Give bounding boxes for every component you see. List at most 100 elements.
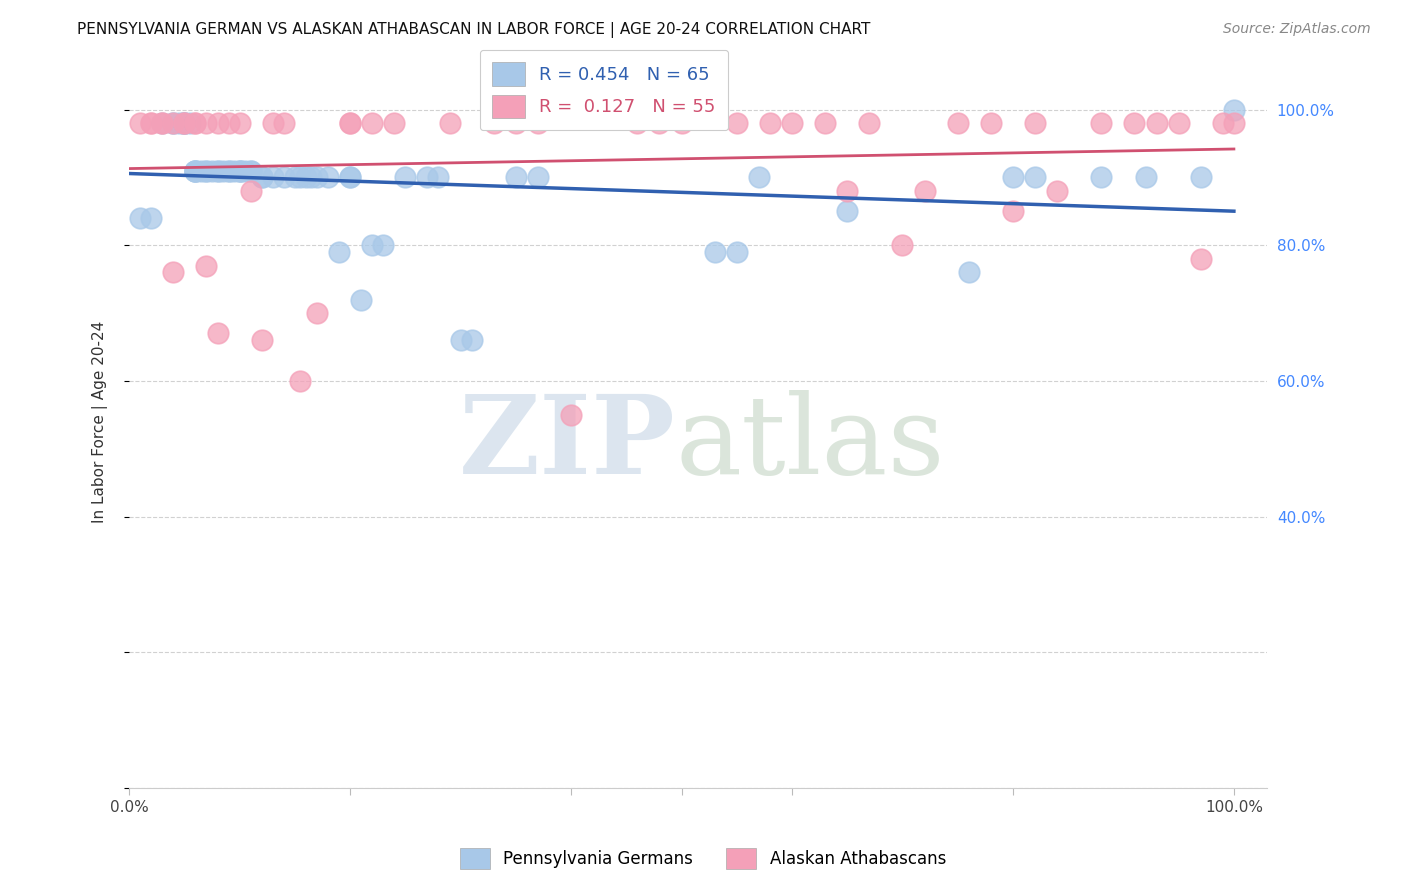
Point: [250, 333, 273, 347]
Point: [957, 265, 980, 279]
Point: [184, 116, 207, 130]
Point: [1123, 116, 1146, 130]
Point: [837, 184, 859, 198]
Point: [339, 116, 361, 130]
Point: [173, 116, 195, 130]
Point: [439, 116, 461, 130]
Point: [316, 170, 339, 185]
Point: [361, 238, 384, 252]
Point: [301, 170, 323, 185]
Point: [382, 116, 405, 130]
Point: [703, 245, 725, 260]
Point: [201, 163, 224, 178]
Point: [162, 116, 184, 130]
Point: [184, 163, 207, 178]
Point: [394, 170, 416, 185]
Point: [218, 116, 240, 130]
Legend: R = 0.454   N = 65, R =  0.127   N = 55: R = 0.454 N = 65, R = 0.127 N = 55: [479, 50, 728, 130]
Text: ZIP: ZIP: [458, 390, 675, 497]
Point: [284, 170, 307, 185]
Point: [273, 116, 295, 130]
Point: [1001, 170, 1024, 185]
Point: [759, 116, 782, 130]
Point: [1223, 103, 1246, 117]
Point: [167, 116, 190, 130]
Point: [184, 163, 207, 178]
Point: [560, 408, 582, 422]
Point: [814, 116, 837, 130]
Point: [725, 245, 748, 260]
Point: [173, 116, 195, 130]
Point: [239, 163, 262, 178]
Text: PENNSYLVANIA GERMAN VS ALASKAN ATHABASCAN IN LABOR FORCE | AGE 20-24 CORRELATION: PENNSYLVANIA GERMAN VS ALASKAN ATHABASCA…: [77, 22, 870, 38]
Point: [179, 116, 201, 130]
Point: [305, 170, 328, 185]
Y-axis label: In Labor Force | Age 20-24: In Labor Force | Age 20-24: [93, 320, 108, 523]
Point: [361, 116, 384, 130]
Point: [141, 116, 163, 130]
Point: [626, 116, 648, 130]
Point: [837, 204, 859, 219]
Point: [748, 170, 770, 185]
Point: [239, 184, 262, 198]
Point: [290, 170, 312, 185]
Point: [162, 116, 184, 130]
Point: [450, 333, 472, 347]
Point: [1146, 116, 1168, 130]
Point: [1024, 116, 1046, 130]
Point: [505, 170, 527, 185]
Point: [671, 116, 693, 130]
Point: [184, 116, 207, 130]
Point: [190, 163, 212, 178]
Point: [150, 116, 173, 130]
Point: [162, 265, 184, 279]
Point: [1189, 252, 1212, 266]
Point: [195, 163, 218, 178]
Point: [228, 116, 250, 130]
Point: [228, 163, 250, 178]
Point: [173, 116, 195, 130]
Point: [207, 163, 229, 178]
Point: [416, 170, 439, 185]
Point: [648, 116, 671, 130]
Legend: Pennsylvania Germans, Alaskan Athabascans: Pennsylvania Germans, Alaskan Athabascan…: [450, 838, 956, 880]
Point: [207, 163, 229, 178]
Point: [162, 116, 184, 130]
Point: [305, 306, 328, 320]
Point: [527, 170, 550, 185]
Point: [184, 163, 207, 178]
Point: [427, 170, 450, 185]
Point: [273, 170, 295, 185]
Point: [218, 163, 240, 178]
Point: [195, 163, 218, 178]
Point: [339, 170, 361, 185]
Point: [295, 170, 318, 185]
Point: [946, 116, 969, 130]
Point: [1001, 204, 1024, 219]
Point: [195, 259, 218, 273]
Point: [339, 116, 361, 130]
Point: [212, 163, 235, 178]
Point: [239, 163, 262, 178]
Text: Source: ZipAtlas.com: Source: ZipAtlas.com: [1223, 22, 1371, 37]
Point: [184, 163, 207, 178]
Point: [1189, 170, 1212, 185]
Point: [150, 116, 173, 130]
Point: [141, 116, 163, 130]
Point: [129, 211, 152, 226]
Point: [725, 116, 748, 130]
Point: [233, 163, 256, 178]
Point: [1135, 170, 1157, 185]
Point: [228, 163, 250, 178]
Point: [482, 116, 505, 130]
Point: [328, 245, 350, 260]
Point: [1090, 116, 1112, 130]
Point: [527, 116, 550, 130]
Point: [218, 163, 240, 178]
Point: [373, 238, 395, 252]
Point: [195, 116, 218, 130]
Point: [505, 116, 527, 130]
Point: [1024, 170, 1046, 185]
Point: [207, 116, 229, 130]
Point: [250, 170, 273, 185]
